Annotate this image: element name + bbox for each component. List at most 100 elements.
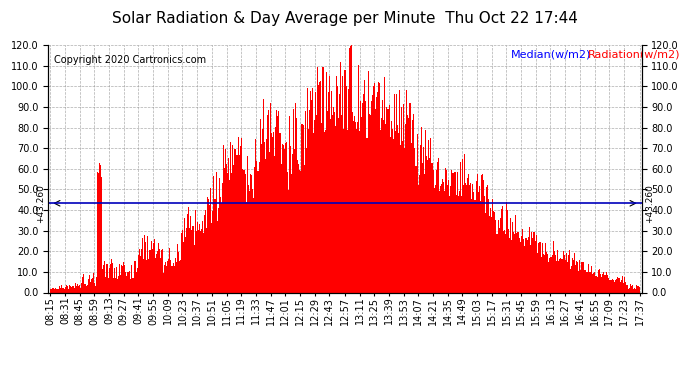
Bar: [277, 116, 279, 292]
Bar: [169, 248, 170, 292]
Bar: [378, 82, 379, 292]
Bar: [161, 250, 162, 292]
Bar: [191, 230, 193, 292]
Bar: [481, 175, 482, 292]
Bar: [620, 282, 621, 292]
Bar: [355, 122, 356, 292]
Bar: [506, 202, 507, 292]
Bar: [239, 146, 241, 292]
Bar: [52, 288, 53, 292]
Bar: [94, 283, 95, 292]
Bar: [423, 147, 424, 292]
Bar: [188, 207, 189, 292]
Bar: [536, 235, 538, 292]
Bar: [397, 125, 398, 292]
Bar: [437, 159, 439, 292]
Bar: [548, 262, 549, 292]
Bar: [550, 257, 551, 292]
Bar: [400, 145, 401, 292]
Bar: [90, 282, 91, 292]
Bar: [334, 112, 335, 292]
Bar: [533, 232, 534, 292]
Bar: [487, 185, 488, 292]
Bar: [317, 67, 318, 292]
Bar: [485, 213, 486, 292]
Bar: [141, 249, 142, 292]
Bar: [562, 251, 564, 292]
Bar: [226, 164, 227, 292]
Bar: [376, 97, 377, 292]
Bar: [80, 288, 81, 292]
Bar: [121, 265, 122, 292]
Bar: [287, 172, 288, 292]
Bar: [632, 285, 633, 292]
Bar: [206, 228, 207, 292]
Bar: [157, 251, 158, 292]
Bar: [148, 259, 150, 292]
Bar: [273, 132, 274, 292]
Bar: [130, 265, 132, 292]
Bar: [388, 105, 390, 292]
Bar: [394, 94, 395, 292]
Bar: [617, 278, 618, 292]
Bar: [266, 140, 267, 292]
Bar: [53, 288, 54, 292]
Bar: [296, 118, 297, 292]
Bar: [293, 110, 294, 292]
Bar: [295, 103, 296, 292]
Bar: [82, 277, 83, 292]
Bar: [544, 243, 546, 292]
Bar: [528, 237, 529, 292]
Bar: [286, 142, 287, 292]
Bar: [427, 160, 428, 292]
Bar: [564, 260, 566, 292]
Bar: [65, 286, 66, 292]
Bar: [331, 91, 332, 292]
Bar: [108, 268, 110, 292]
Bar: [493, 211, 495, 292]
Bar: [590, 272, 591, 292]
Bar: [160, 258, 161, 292]
Bar: [84, 284, 86, 292]
Bar: [578, 272, 580, 292]
Bar: [612, 279, 613, 292]
Bar: [638, 286, 639, 292]
Bar: [261, 144, 262, 292]
Bar: [322, 67, 324, 292]
Bar: [514, 234, 515, 292]
Bar: [290, 146, 291, 292]
Bar: [71, 288, 72, 292]
Bar: [320, 81, 322, 292]
Bar: [50, 289, 51, 292]
Bar: [259, 119, 261, 292]
Bar: [531, 232, 532, 292]
Bar: [136, 272, 137, 292]
Bar: [132, 278, 134, 292]
Bar: [390, 137, 391, 292]
Bar: [202, 221, 203, 292]
Bar: [314, 120, 315, 292]
Bar: [155, 258, 156, 292]
Bar: [244, 170, 245, 292]
Bar: [371, 101, 372, 292]
Bar: [386, 107, 388, 292]
Bar: [60, 288, 61, 292]
Bar: [609, 280, 610, 292]
Bar: [380, 129, 381, 292]
Bar: [237, 137, 239, 292]
Bar: [451, 170, 453, 292]
Bar: [58, 290, 59, 292]
Bar: [483, 180, 484, 292]
Bar: [374, 84, 375, 292]
Bar: [91, 279, 92, 292]
Bar: [92, 278, 93, 292]
Bar: [511, 240, 512, 292]
Bar: [73, 286, 74, 292]
Bar: [555, 255, 556, 292]
Bar: [101, 177, 102, 292]
Bar: [420, 145, 421, 292]
Bar: [405, 124, 406, 292]
Bar: [611, 280, 612, 292]
Bar: [486, 188, 487, 292]
Bar: [170, 260, 172, 292]
